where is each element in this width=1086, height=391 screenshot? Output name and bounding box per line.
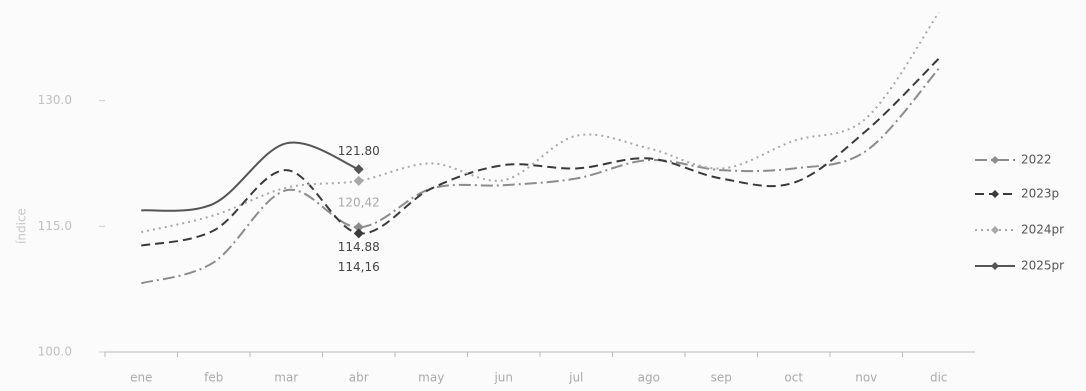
series-line — [141, 141, 360, 212]
legend-marker — [991, 262, 999, 270]
x-tick-label: may — [418, 371, 444, 385]
series-line — [141, 12, 940, 234]
x-tick-label: sep — [711, 371, 732, 385]
x-tick-label: oct — [784, 371, 803, 385]
point-marker — [353, 175, 364, 186]
data-label: 114,16 — [338, 260, 380, 274]
x-tick-label: ago — [638, 371, 660, 385]
legend-label: 2023p — [1021, 187, 1059, 201]
data-label: 121.80 — [338, 144, 380, 158]
point-marker — [353, 164, 364, 175]
data-label: 120,42 — [338, 195, 380, 209]
series-line — [140, 68, 940, 285]
legend-label: 2025pr — [1021, 259, 1064, 273]
x-tick-label: jun — [493, 371, 513, 385]
legend-marker — [991, 226, 999, 234]
legend-marker — [991, 190, 999, 198]
x-tick-label: nov — [855, 371, 877, 385]
series-line — [141, 57, 940, 247]
legend-marker — [991, 156, 999, 164]
y-axis-label: índice — [15, 208, 29, 244]
x-tick-label: jul — [568, 371, 583, 385]
x-tick-label: feb — [204, 371, 223, 385]
point-marker — [353, 222, 364, 233]
y-tick-label: 100.0 — [38, 345, 72, 359]
x-tick-label: mar — [274, 371, 298, 385]
x-tick-label: dic — [930, 371, 948, 385]
legend-label: 2024pr — [1021, 223, 1064, 237]
x-tick-label: abr — [349, 371, 369, 385]
data-label: 114.88 — [338, 240, 380, 254]
x-tick-label: ene — [130, 371, 152, 385]
y-tick-label: 130.0 — [38, 93, 72, 107]
point-marker — [353, 228, 364, 239]
y-tick-label: 115.0 — [38, 219, 72, 233]
legend-label: 2022 — [1021, 153, 1052, 167]
